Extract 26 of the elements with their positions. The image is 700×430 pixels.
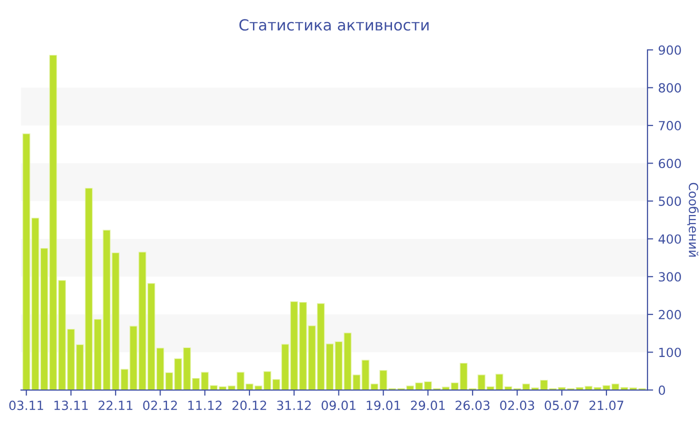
y-tick-label: 0 bbox=[658, 385, 666, 395]
y-tick-label: 600 bbox=[658, 158, 681, 168]
x-tick-label: 26.03 bbox=[456, 400, 490, 410]
y-tick-label: 900 bbox=[658, 45, 681, 55]
x-tick-label: 20.12 bbox=[232, 400, 266, 410]
y-tick-label: 800 bbox=[658, 83, 681, 93]
y-tick-label: 100 bbox=[659, 348, 681, 358]
x-tick-label: 02.03 bbox=[500, 400, 534, 410]
chart-title: Статистика активности bbox=[239, 19, 429, 31]
x-tick-label: 03.11 bbox=[9, 400, 44, 410]
x-tick-label: 13.11 bbox=[54, 400, 88, 410]
y-tick-label: 200 bbox=[658, 310, 681, 320]
x-tick-label: 02.12 bbox=[143, 400, 177, 410]
x-tick-label: 22.11 bbox=[98, 400, 132, 410]
y-axis-title: Сообщений bbox=[687, 182, 699, 257]
y-tick-label: 400 bbox=[658, 234, 681, 244]
x-tick-label: 21.07 bbox=[589, 400, 624, 410]
y-tick-label: 500 bbox=[658, 196, 681, 206]
y-tick-label: 300 bbox=[658, 272, 681, 282]
x-tick-label: 05.07 bbox=[544, 400, 579, 410]
x-tick-label: 29.01 bbox=[410, 400, 445, 410]
y-tick-label: 700 bbox=[658, 120, 681, 130]
x-tick-label: 31.12 bbox=[277, 400, 311, 410]
x-tick-label: 11.12 bbox=[188, 400, 222, 410]
x-tick-label: 19.01 bbox=[366, 400, 400, 410]
x-tick-label: 09.01 bbox=[322, 400, 356, 410]
